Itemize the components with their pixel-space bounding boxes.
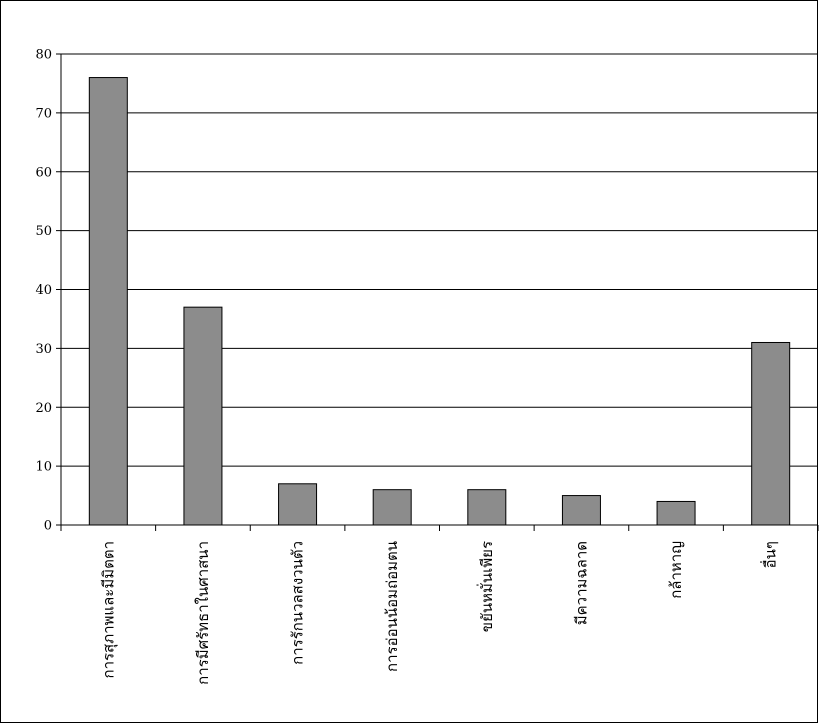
y-tick-labels: 0 10 20 30 40 50 60 70 80 <box>35 48 52 534</box>
y-tick-label: 40 <box>35 283 52 298</box>
bar <box>561 495 601 526</box>
bar <box>183 306 223 526</box>
category-label: มีความฉลาด <box>572 541 590 625</box>
y-tick-label: 30 <box>35 342 52 357</box>
category-label: การสุภาพและมีมิตตา <box>99 541 118 679</box>
bar <box>751 341 791 526</box>
bar <box>372 489 412 526</box>
category-labels: การสุภาพและมีมิตตา การมีศรัทธาในศาสนา การร… <box>99 541 779 685</box>
gridlines <box>61 53 818 467</box>
y-tick-label: 0 <box>44 519 52 534</box>
bar <box>656 500 696 526</box>
y-tick-label: 10 <box>35 460 52 475</box>
bars <box>88 77 791 526</box>
category-label: ขยันหมั่นเพียร <box>476 541 496 632</box>
category-label: การอ่อนน้อมถ่อมตน <box>383 541 401 672</box>
y-tick-label: 50 <box>35 224 52 239</box>
y-tick-label: 60 <box>35 165 52 180</box>
bar <box>278 483 318 526</box>
category-label: การมีศรัทธาในศาสนา <box>194 541 212 685</box>
bar <box>88 77 128 526</box>
category-label: การรักนวลสงวนตัว <box>289 541 307 665</box>
y-tick-label: 80 <box>35 48 52 63</box>
y-tick-label: 70 <box>35 106 52 121</box>
category-label: กล้าหาญ <box>667 541 685 599</box>
axes <box>56 53 819 531</box>
y-tick-label: 20 <box>35 401 52 416</box>
bar <box>467 489 507 526</box>
category-label: อื่นๆ <box>760 541 780 568</box>
